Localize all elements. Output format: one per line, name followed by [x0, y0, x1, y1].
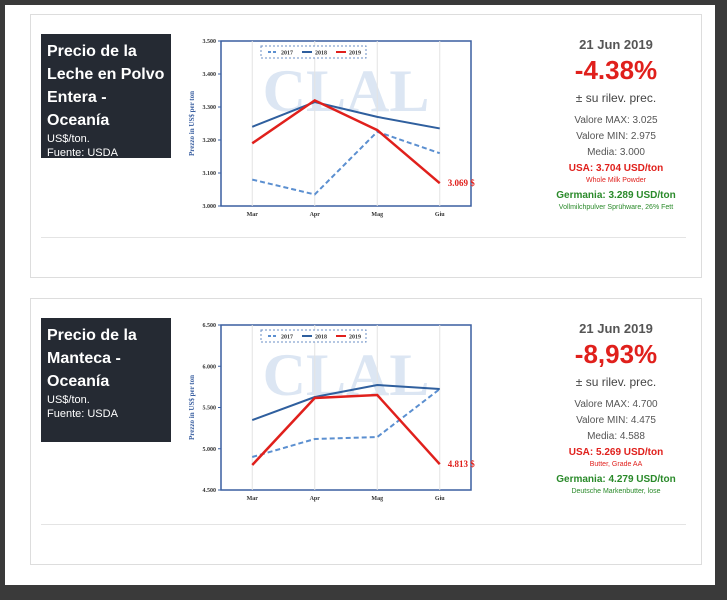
unit: US$/ton. — [47, 133, 90, 145]
series-line — [251, 101, 440, 130]
y-tick-label: 3.400 — [203, 72, 217, 78]
germany: Germania: 4.279 USD/ton — [556, 474, 676, 485]
divider — [41, 524, 686, 525]
legend-box — [260, 329, 367, 343]
legend-label: 2018 — [315, 335, 327, 341]
series-line — [251, 383, 440, 421]
y-tick-label: 6.000 — [203, 364, 217, 370]
y-axis-label: Prezzo in US$ per ton — [188, 375, 196, 440]
legend-label: 2018 — [315, 51, 327, 57]
unit: US$/ton. — [47, 394, 90, 406]
legend-label: 2019 — [349, 335, 361, 341]
usa: USA: 5.269 USD/ton — [568, 447, 664, 458]
legend-label: 2019 — [349, 51, 361, 57]
usa-note: Butter, Grade AA — [589, 461, 643, 468]
source: Fuente: USDA — [47, 147, 118, 159]
usa: USA: 3.704 USD/ton — [568, 163, 664, 174]
watermark: CLAL — [263, 58, 430, 124]
legend-label: 2017 — [281, 51, 293, 57]
y-tick-label: 3.300 — [203, 105, 217, 111]
divider — [41, 237, 686, 238]
germany-note: Deutsche Markenbutter, lose — [571, 488, 661, 495]
mean: Media: 4.588 — [587, 431, 645, 442]
y-tick-label: 4.500 — [203, 488, 217, 494]
y-tick-label: 3.100 — [203, 171, 217, 177]
usa-note: Whole Milk Powder — [586, 177, 646, 184]
change: -8,93% — [574, 339, 658, 369]
y-tick-label: 5.000 — [203, 447, 217, 453]
series-line — [251, 388, 441, 458]
annotation: 4.813 $ — [448, 459, 476, 469]
y-tick-label: 3.500 — [203, 39, 217, 45]
y-tick-label: 5.500 — [203, 406, 217, 412]
title-box: Precio de la Leche en Polvo Entera - Oce… — [41, 34, 171, 159]
x-tick-label: Apr — [310, 496, 321, 502]
max: Valore MAX: 3.025 — [574, 115, 658, 126]
germany: Germania: 3.289 USD/ton — [556, 190, 676, 201]
min: Valore MIN: 2.975 — [576, 131, 656, 142]
x-tick-label: Mag — [371, 496, 383, 502]
watermark: CLAL — [263, 342, 430, 408]
x-tick-label: Mag — [371, 212, 383, 218]
min: Valore MIN: 4.475 — [576, 415, 656, 426]
panel-title: Precio de la Leche en Polvo Entera - Oce… — [47, 43, 165, 129]
change-note: ± su rilev. prec. — [575, 91, 657, 105]
date: 21 Jun 2019 — [579, 321, 653, 336]
germany-note: Vollmilchpulver Sprühware, 26% Fett — [558, 204, 674, 211]
title-box: Precio de la Manteca - Oceanía US$/ton. Fu… — [41, 318, 171, 442]
panel-title: Precio de la Manteca - Oceanía — [47, 327, 137, 390]
series-line — [252, 130, 441, 196]
series-line — [251, 393, 441, 466]
annotation: 3.069 $ — [448, 178, 476, 188]
x-tick-label: Apr — [310, 212, 321, 218]
x-tick-label: Mar — [247, 496, 259, 502]
y-tick-label: 6.500 — [203, 323, 217, 329]
legend-label: 2017 — [281, 335, 293, 341]
x-tick-label: Giu — [435, 496, 445, 502]
source: Fuente: USDA — [47, 408, 118, 420]
change: -4.38% — [574, 55, 658, 85]
sheet: Precio de la Leche en Polvo Entera - Oce… — [5, 5, 715, 585]
x-tick-label: Mar — [247, 212, 259, 218]
legend-box — [260, 45, 367, 59]
panel: Precio de la Leche en Polvo Entera - Oce… — [30, 14, 702, 278]
chart: CLAL Mar Apr Mag Giu 3.000 3.100 3.200 3.300 3.40… — [188, 39, 476, 218]
mean: Media: 3.000 — [587, 147, 645, 158]
series-line — [251, 98, 441, 185]
x-tick-label: Giu — [435, 212, 445, 218]
change-note: ± su rilev. prec. — [575, 375, 657, 389]
panel: Precio de la Manteca - Oceanía US$/ton. Fu… — [30, 298, 702, 565]
max: Valore MAX: 4.700 — [574, 399, 658, 410]
y-tick-label: 3.000 — [203, 204, 217, 210]
date: 21 Jun 2019 — [579, 37, 653, 52]
chart: CLAL Mar Apr Mag Giu 4.500 5.000 5.500 6.000 6.50… — [188, 323, 476, 502]
y-tick-label: 3.200 — [203, 138, 217, 144]
y-axis-label: Prezzo in US$ per ton — [188, 91, 196, 156]
